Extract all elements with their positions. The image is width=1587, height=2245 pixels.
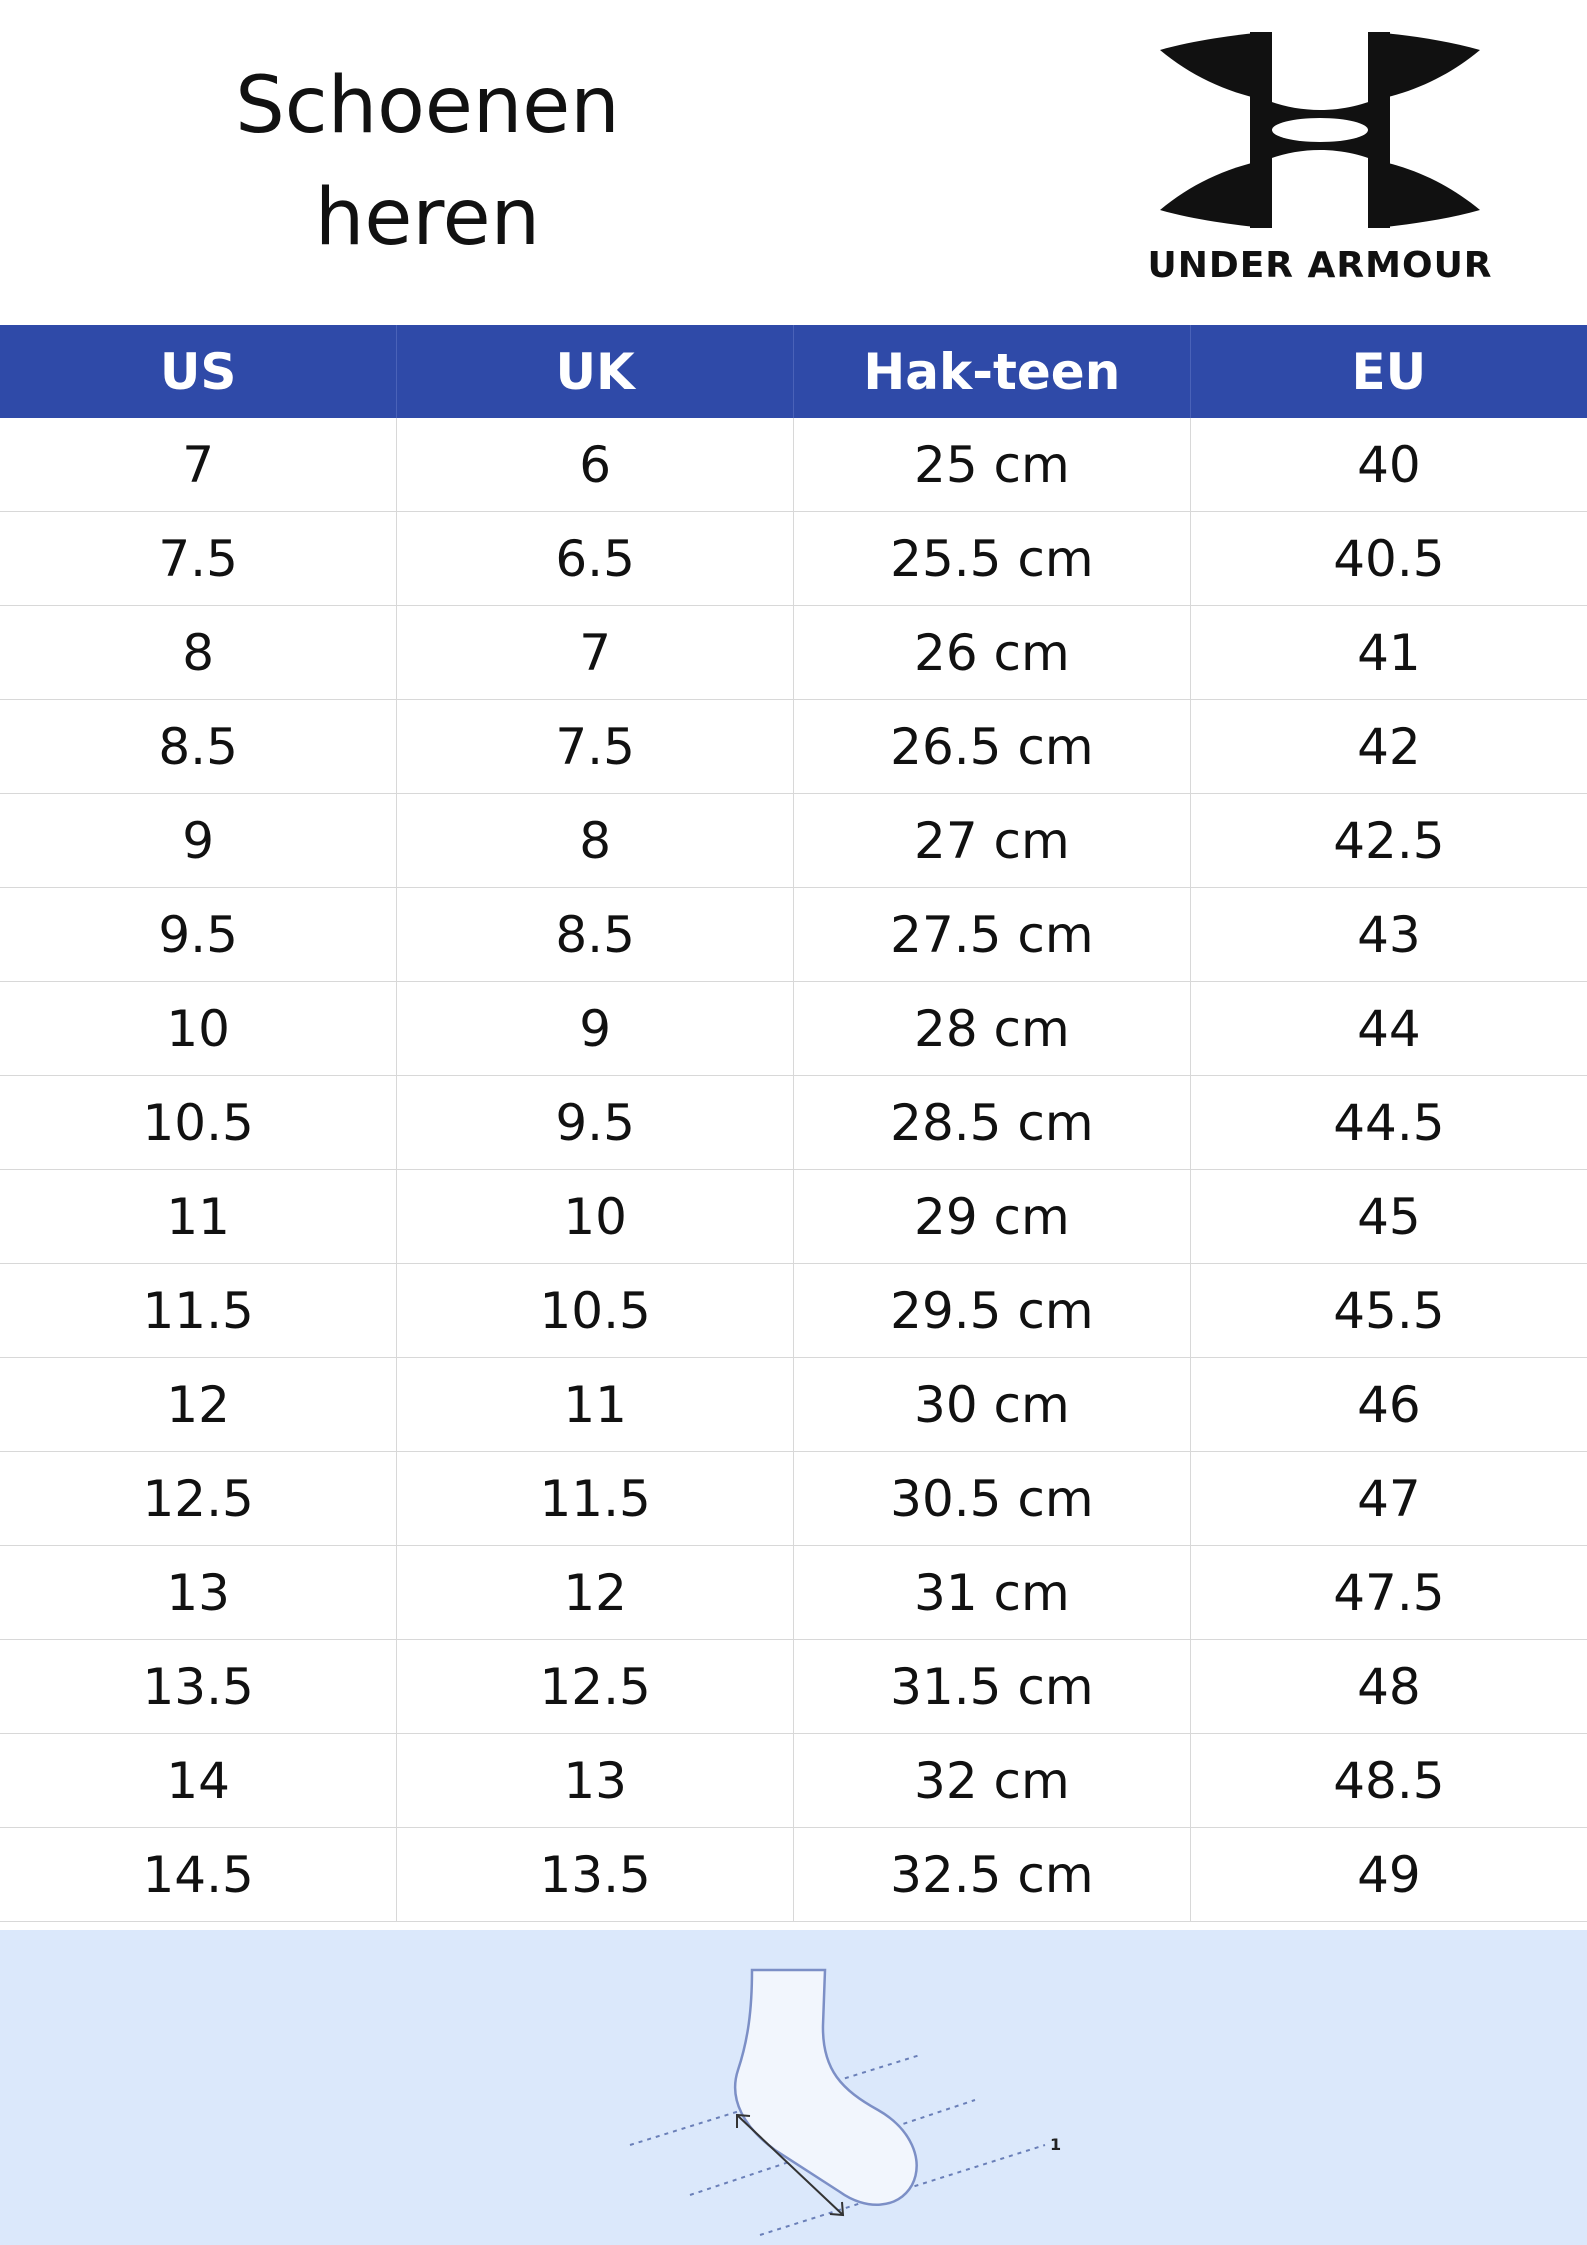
under-armour-logo-icon <box>1160 32 1480 228</box>
title-line-1: Schoenen <box>235 61 620 151</box>
cell-us: 8.5 <box>0 699 398 794</box>
brand-logo: UNDER ARMOUR <box>1095 30 1545 290</box>
cell-uk: 7 <box>396 605 794 700</box>
cell-heel-toe: 27 cm <box>793 793 1191 888</box>
column-header-eu: EU <box>1190 325 1587 418</box>
cell-us: 11 <box>0 1169 398 1264</box>
cell-us: 9.5 <box>0 887 398 982</box>
brand-name: UNDER ARMOUR <box>1147 245 1493 286</box>
table-row: 14 13 32 cm 48.5 <box>0 1733 1587 1828</box>
cell-uk: 12.5 <box>396 1639 794 1734</box>
cell-heel-toe: 30 cm <box>793 1357 1191 1452</box>
cell-heel-toe: 28.5 cm <box>793 1075 1191 1170</box>
table-row: 14.5 13.5 32.5 cm 49 <box>0 1827 1587 1922</box>
column-header-us: US <box>0 325 398 418</box>
cell-eu: 44.5 <box>1190 1075 1587 1170</box>
cell-uk: 10.5 <box>396 1263 794 1358</box>
cell-uk: 6 <box>396 418 794 512</box>
foot-measure-icon: 1 <box>629 1968 1061 2236</box>
cell-eu: 48.5 <box>1190 1733 1587 1828</box>
cell-uk: 9.5 <box>396 1075 794 1170</box>
table-row: 9 8 27 cm 42.5 <box>0 793 1587 888</box>
cell-us: 14.5 <box>0 1827 398 1922</box>
cell-heel-toe: 26 cm <box>793 605 1191 700</box>
cell-eu: 45 <box>1190 1169 1587 1264</box>
cell-us: 13 <box>0 1545 398 1640</box>
cell-eu: 49 <box>1190 1827 1587 1922</box>
cell-eu: 47 <box>1190 1451 1587 1546</box>
cell-uk: 9 <box>396 981 794 1076</box>
table-row: 11.5 10.5 29.5 cm 45.5 <box>0 1263 1587 1358</box>
cell-us: 10.5 <box>0 1075 398 1170</box>
cell-heel-toe: 26.5 cm <box>793 699 1191 794</box>
cell-eu: 40 <box>1190 418 1587 512</box>
table-row: 7 6 25 cm 40 <box>0 418 1587 512</box>
table-row: 8.5 7.5 26.5 cm 42 <box>0 699 1587 794</box>
cell-uk: 11.5 <box>396 1451 794 1546</box>
table-row: 12 11 30 cm 46 <box>0 1357 1587 1452</box>
table-row: 11 10 29 cm 45 <box>0 1169 1587 1264</box>
table-row: 13.5 12.5 31.5 cm 48 <box>0 1639 1587 1734</box>
cell-us: 8 <box>0 605 398 700</box>
cell-uk: 8 <box>396 793 794 888</box>
table-row: 10 9 28 cm 44 <box>0 981 1587 1076</box>
cell-heel-toe: 31 cm <box>793 1545 1191 1640</box>
cell-uk: 8.5 <box>396 887 794 982</box>
cell-eu: 40.5 <box>1190 511 1587 606</box>
cell-uk: 6.5 <box>396 511 794 606</box>
cell-us: 10 <box>0 981 398 1076</box>
column-header-uk: UK <box>396 325 794 418</box>
cell-heel-toe: 29.5 cm <box>793 1263 1191 1358</box>
title-line-2: heren <box>314 173 541 263</box>
table-row: 10.5 9.5 28.5 cm 44.5 <box>0 1075 1587 1170</box>
table-header-row: US UK Hak-teen EU <box>0 325 1587 418</box>
cell-us: 11.5 <box>0 1263 398 1358</box>
cell-heel-toe: 28 cm <box>793 981 1191 1076</box>
column-header-heel-toe: Hak-teen <box>793 325 1191 418</box>
cell-uk: 10 <box>396 1169 794 1264</box>
cell-heel-toe: 30.5 cm <box>793 1451 1191 1546</box>
cell-us: 12.5 <box>0 1451 398 1546</box>
cell-heel-toe: 25.5 cm <box>793 511 1191 606</box>
table-row: 13 12 31 cm 47.5 <box>0 1545 1587 1640</box>
table-row: 8 7 26 cm 41 <box>0 605 1587 700</box>
cell-eu: 46 <box>1190 1357 1587 1452</box>
table-row: 9.5 8.5 27.5 cm 43 <box>0 887 1587 982</box>
cell-eu: 42.5 <box>1190 793 1587 888</box>
cell-uk: 13 <box>396 1733 794 1828</box>
cell-heel-toe: 32 cm <box>793 1733 1191 1828</box>
cell-heel-toe: 32.5 cm <box>793 1827 1191 1922</box>
cell-eu: 41 <box>1190 605 1587 700</box>
foot-measure-illustration: 1 <box>0 1930 1587 2245</box>
cell-heel-toe: 25 cm <box>793 418 1191 512</box>
cell-eu: 48 <box>1190 1639 1587 1734</box>
cell-us: 12 <box>0 1357 398 1452</box>
marker-label: 1 <box>1050 2135 1061 2154</box>
cell-us: 7 <box>0 418 398 512</box>
cell-heel-toe: 27.5 cm <box>793 887 1191 982</box>
cell-us: 7.5 <box>0 511 398 606</box>
cell-us: 14 <box>0 1733 398 1828</box>
cell-us: 13.5 <box>0 1639 398 1734</box>
cell-eu: 43 <box>1190 887 1587 982</box>
table-row: 7.5 6.5 25.5 cm 40.5 <box>0 511 1587 606</box>
cell-eu: 45.5 <box>1190 1263 1587 1358</box>
table-row: 12.5 11.5 30.5 cm 47 <box>0 1451 1587 1546</box>
cell-heel-toe: 31.5 cm <box>793 1639 1191 1734</box>
cell-uk: 13.5 <box>396 1827 794 1922</box>
cell-eu: 47.5 <box>1190 1545 1587 1640</box>
cell-uk: 12 <box>396 1545 794 1640</box>
cell-uk: 7.5 <box>396 699 794 794</box>
cell-eu: 42 <box>1190 699 1587 794</box>
cell-eu: 44 <box>1190 981 1587 1076</box>
page-header: Schoenen heren UNDER ARMOUR <box>0 0 1587 325</box>
cell-us: 9 <box>0 793 398 888</box>
cell-heel-toe: 29 cm <box>793 1169 1191 1264</box>
size-table: US UK Hak-teen EU 7 6 25 cm 40 7.5 6.5 2… <box>0 325 1587 1922</box>
page-title: Schoenen heren <box>170 50 685 274</box>
cell-uk: 11 <box>396 1357 794 1452</box>
